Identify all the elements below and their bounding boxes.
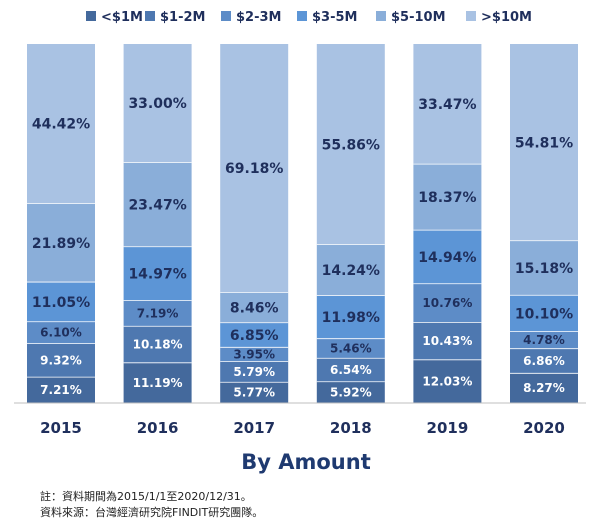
data-label-2015-5: 44.42% [32, 117, 90, 133]
bar-segment-2016-0 [123, 362, 192, 403]
chart-legend: <$1M $1-2M $2-3M $3-5M $5-10M >$10M [86, 10, 532, 25]
data-label-2018-5: 55.86% [322, 137, 380, 153]
bar-segment-2017-0 [220, 382, 289, 403]
data-label-2017-3: 6.85% [230, 328, 279, 344]
legend-label-4: $5-10M [391, 10, 446, 25]
x-tick-label-2020: 2020 [523, 419, 565, 437]
legend-label-2: $2-3M [236, 10, 281, 25]
bar-segment-2017-1 [220, 361, 289, 383]
x-axis-labels: 2015 2016 2017 2018 2019 2020 [40, 419, 565, 437]
data-label-2018-3: 11.98% [322, 310, 380, 326]
bar-segment-2016-1 [123, 326, 192, 363]
bar-segment-2020-1 [510, 348, 578, 374]
x-tick-label-2018: 2018 [330, 419, 372, 437]
legend-swatch-3 [297, 11, 307, 21]
footnote-source: 資料來源：台灣經濟研究院FINDIT研究團隊。 [40, 506, 264, 519]
data-label-2019-3: 14.94% [418, 250, 476, 266]
bar-segment-2016-5 [123, 44, 192, 163]
bar-segment-2018-0 [316, 381, 385, 403]
data-label-2019-4: 18.37% [418, 190, 476, 206]
bar-segment-2015-1 [27, 343, 95, 378]
data-label-2019-0: 12.03% [422, 374, 472, 388]
bar-segment-2020-3 [510, 295, 578, 332]
bar-segment-2015-3 [27, 282, 95, 322]
data-label-2015-4: 21.89% [32, 236, 90, 252]
legend-swatch-0 [86, 11, 96, 21]
bar-segment-2016-3 [123, 246, 192, 301]
data-label-2020-1: 6.86% [523, 354, 565, 368]
bar-segment-2018-3 [316, 295, 385, 339]
bar-segment-2019-3 [413, 230, 482, 284]
data-label-2016-2: 7.19% [137, 306, 179, 320]
data-label-2017-5: 69.18% [225, 161, 283, 177]
bar-segment-2017-3 [220, 322, 289, 348]
bar-segment-2016-4 [123, 162, 192, 247]
bar-segment-2020-4 [510, 240, 578, 296]
bar-segment-2020-0 [510, 373, 578, 403]
bar-segment-2015-0 [27, 377, 95, 403]
bar-segment-2016-2 [123, 300, 192, 327]
bar-segment-2017-4 [220, 292, 289, 323]
bar-segment-2017-5 [220, 44, 289, 293]
bar-segment-2020-5 [510, 44, 578, 241]
data-label-2020-4: 15.18% [515, 261, 573, 277]
data-label-2016-0: 11.19% [133, 376, 183, 390]
legend-swatch-1 [145, 11, 155, 21]
data-label-2016-4: 23.47% [128, 198, 186, 214]
x-tick-label-2016: 2016 [137, 419, 179, 437]
data-label-2018-0: 5.92% [330, 385, 372, 399]
x-tick-label-2019: 2019 [427, 419, 469, 437]
data-label-2018-4: 14.24% [322, 263, 380, 279]
data-label-2015-2: 6.10% [40, 326, 82, 340]
legend-label-3: $3-5M [312, 10, 357, 25]
bar-segment-2015-5 [27, 44, 95, 204]
bar-segment-2015-2 [27, 321, 95, 344]
bar-segment-2019-5 [413, 44, 482, 165]
bar-segment-2017-2 [220, 347, 289, 362]
x-tick-label-2017: 2017 [233, 419, 275, 437]
data-label-2019-5: 33.47% [418, 97, 476, 113]
bar-segment-2018-2 [316, 338, 385, 359]
legend-swatch-2 [221, 11, 231, 21]
data-label-2020-5: 54.81% [515, 135, 573, 151]
chart-bars: 7.21% 9.32% 6.10% 11.05% 21.89% 44.42% 11.19% 1… [27, 44, 578, 403]
bar-segment-2018-4 [316, 244, 385, 296]
legend-swatch-5 [466, 11, 476, 21]
data-label-2017-1: 5.79% [233, 365, 275, 379]
legend-swatch-4 [376, 11, 386, 21]
data-label-2020-2: 4.78% [523, 333, 565, 347]
data-label-2019-2: 10.76% [422, 296, 472, 310]
bar-segment-2019-2 [413, 283, 482, 323]
data-label-2020-0: 8.27% [523, 381, 565, 395]
data-label-2019-1: 10.43% [422, 334, 472, 348]
x-tick-label-2015: 2015 [40, 419, 82, 437]
footnote-period: 註：資料期間為2015/1/1至2020/12/31。 [40, 490, 252, 503]
legend-label-0: <$1M [101, 10, 143, 25]
data-label-2020-3: 10.10% [515, 306, 573, 322]
bar-segment-2018-5 [316, 44, 385, 245]
data-label-2017-0: 5.77% [233, 386, 275, 400]
data-label-2015-0: 7.21% [40, 383, 82, 397]
legend-label-5: >$10M [481, 10, 532, 25]
bar-segment-2018-1 [316, 358, 385, 382]
bar-segment-2020-2 [510, 331, 578, 349]
data-label-2017-4: 8.46% [230, 301, 279, 317]
data-label-2017-2: 3.95% [233, 347, 275, 361]
bar-segment-2019-4 [413, 164, 482, 231]
data-label-2018-2: 5.46% [330, 341, 372, 355]
data-label-2015-3: 11.05% [32, 295, 90, 311]
legend-label-1: $1-2M [160, 10, 205, 25]
data-label-2016-5: 33.00% [128, 96, 186, 112]
bar-segment-2019-1 [413, 322, 482, 360]
chart-title: By Amount [241, 450, 371, 474]
data-label-2016-3: 14.97% [128, 267, 186, 283]
bar-segment-2015-4 [27, 203, 95, 283]
data-label-2015-1: 9.32% [40, 353, 82, 367]
data-label-2018-1: 6.54% [330, 363, 372, 377]
bar-segment-2019-0 [413, 359, 482, 403]
data-label-2016-1: 10.18% [133, 338, 183, 352]
